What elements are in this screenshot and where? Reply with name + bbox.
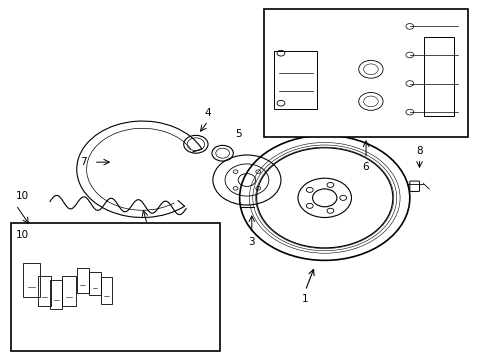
Text: 4: 4 — [204, 108, 211, 118]
Text: 10: 10 — [16, 230, 29, 240]
Text: 8: 8 — [415, 146, 422, 156]
Text: 5: 5 — [234, 129, 241, 139]
Bar — [62, 275, 76, 306]
Bar — [11, 223, 220, 351]
Text: 3: 3 — [248, 237, 255, 247]
Text: 10: 10 — [16, 192, 29, 202]
Bar — [77, 267, 89, 293]
Text: 9: 9 — [149, 227, 156, 237]
Bar — [38, 275, 51, 306]
Bar — [424, 37, 453, 116]
Bar — [23, 263, 40, 297]
Bar — [50, 280, 62, 309]
Bar — [101, 277, 112, 304]
Bar — [273, 51, 317, 109]
Bar — [89, 272, 101, 295]
Text: 7: 7 — [80, 157, 86, 167]
Bar — [264, 9, 467, 137]
Text: 1: 1 — [302, 294, 308, 304]
Text: 6: 6 — [362, 162, 368, 172]
